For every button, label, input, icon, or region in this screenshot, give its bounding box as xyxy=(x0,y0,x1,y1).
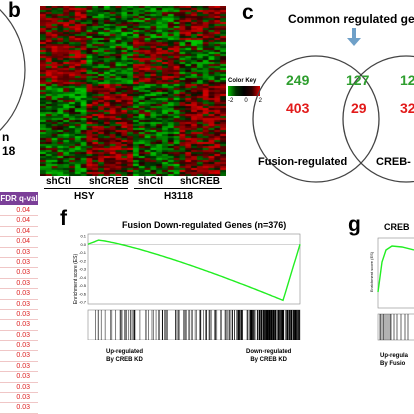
venn-right-down: 32 xyxy=(400,100,414,116)
fdr-list: 0.04 0.04 0.04 0.04 0.03 0.03 0.03 0.03 0.03 0.03… xyxy=(0,206,38,414)
venn-right-label: CREB- xyxy=(376,156,411,168)
heatmap-col-label: shCREB xyxy=(180,176,221,187)
fdr-value: 0.03 xyxy=(0,300,38,310)
fdr-value: 0.03 xyxy=(0,393,38,404)
gsea-f-ytick: -0.3 xyxy=(79,267,87,272)
color-key-title: Color Key xyxy=(228,78,257,84)
fdr-value: 0.03 xyxy=(0,320,38,331)
fdr-value: 0.04 xyxy=(0,216,38,227)
gsea-g-caption: Up-regula By Fusio xyxy=(380,352,408,368)
fdr-value: 0.03 xyxy=(0,248,38,258)
color-key-ticks: -2 0 2 xyxy=(228,98,262,104)
gsea-f-ytick: 0.0 xyxy=(80,242,86,247)
gsea-f-ytick: -0.4 xyxy=(79,275,87,280)
group-label-hsy: HSY xyxy=(74,191,95,202)
panel-label-g: g xyxy=(348,213,361,236)
fdr-value: 0.03 xyxy=(0,403,38,414)
color-key-tick: -2 xyxy=(228,98,234,104)
gsea-f-left-caption-2: By CREB KD xyxy=(106,357,143,363)
heatmap xyxy=(40,6,226,176)
fdr-value: 0.04 xyxy=(0,237,38,248)
fdr-value: 0.03 xyxy=(0,331,38,342)
fdr-value: 0.03 xyxy=(0,289,38,300)
gsea-f-es-curve xyxy=(87,239,301,302)
gsea-g-caption-2: By Fusio xyxy=(380,361,406,367)
venn-title: Common regulated ge xyxy=(288,12,414,26)
panel-label-b: b xyxy=(8,0,21,22)
fdr-value: 0.03 xyxy=(0,279,38,290)
panel-label-c: c xyxy=(242,1,254,24)
fdr-value: 0.04 xyxy=(0,227,38,238)
left-fragment-text-2: 18 xyxy=(2,144,16,158)
gsea-g-axes xyxy=(377,237,414,309)
group-bracket-hsy xyxy=(44,188,128,189)
venn-left-label: Fusion-regulated xyxy=(258,156,348,168)
gsea-f-ytick: -0.6 xyxy=(79,291,87,296)
heatmap-canvas xyxy=(40,6,226,176)
heatmap-col-label: shCtl xyxy=(46,176,71,187)
left-fragment-text-1: n xyxy=(2,130,10,144)
color-key-bar xyxy=(228,86,260,96)
gsea-f-right-caption-2: By CREB KD xyxy=(250,357,287,363)
gsea-f-title: Fusion Down-regulated Genes (n=376) xyxy=(122,220,287,230)
venn-circle-left xyxy=(252,55,380,183)
gsea-f-ytick: -0.5 xyxy=(79,283,87,288)
heatmap-col-label: shCtl xyxy=(138,176,163,187)
gsea-f-ytick: -0.1 xyxy=(79,250,87,255)
gsea-f-ytick: -0.2 xyxy=(79,258,87,263)
venn-circle-right xyxy=(342,55,414,183)
fdr-value: 0.04 xyxy=(0,206,38,217)
venn-right-up: 12 xyxy=(400,72,414,88)
fdr-value: 0.03 xyxy=(0,258,38,269)
gsea-f-plot: 0.1 0.0 -0.1 -0.2 -0.3 -0.4 -0.5 -0.6 -0.7 xyxy=(79,234,301,340)
group-bracket-h3118 xyxy=(134,188,222,189)
gsea-g-plot: Enrichment score (ES) xyxy=(369,237,414,341)
venn-diagram xyxy=(252,28,414,183)
fdr-value: 0.03 xyxy=(0,372,38,383)
partial-venn-left xyxy=(0,8,26,132)
panel-label-f: f xyxy=(60,207,67,230)
gsea-f-ytick: 0.1 xyxy=(80,234,86,239)
gsea-g-hits-box xyxy=(377,313,414,341)
fdr-value: 0.03 xyxy=(0,362,38,373)
arrow-down-icon xyxy=(347,28,361,46)
gsea-g-caption-1: Up-regula xyxy=(380,353,409,359)
gsea-f-left-caption: Up-regulated By CREB KD xyxy=(106,348,143,364)
gsea-f-left-caption-1: Up-regulated xyxy=(106,349,144,355)
fdr-value: 0.03 xyxy=(0,341,38,352)
venn-left-down: 403 xyxy=(286,100,310,116)
gsea-g-es-curve xyxy=(377,245,414,293)
venn-mid-up: 127 xyxy=(346,72,370,88)
gsea-f-ytick: -0.7 xyxy=(79,300,87,305)
venn-left-up: 249 xyxy=(286,72,310,88)
fdr-value: 0.03 xyxy=(0,310,38,321)
gsea-g-ylabel: Enrichment score (ES) xyxy=(369,251,374,292)
fdr-value: 0.03 xyxy=(0,351,38,362)
gsea-g-title: CREB xyxy=(384,222,410,232)
fdr-value: 0.03 xyxy=(0,268,38,279)
heatmap-col-label: shCREB xyxy=(89,176,130,187)
group-label-h3118: H3118 xyxy=(164,191,193,202)
venn-mid-down: 29 xyxy=(351,100,367,116)
fdr-header: FDR q-val xyxy=(0,192,38,205)
fdr-value: 0.03 xyxy=(0,383,38,394)
color-key-tick: 2 xyxy=(258,98,262,104)
color-key-tick: 0 xyxy=(244,98,248,104)
gsea-f-right-caption-1: Down-regulated xyxy=(246,349,292,355)
gsea-f-right-caption: Down-regulated By CREB KD xyxy=(246,348,291,364)
